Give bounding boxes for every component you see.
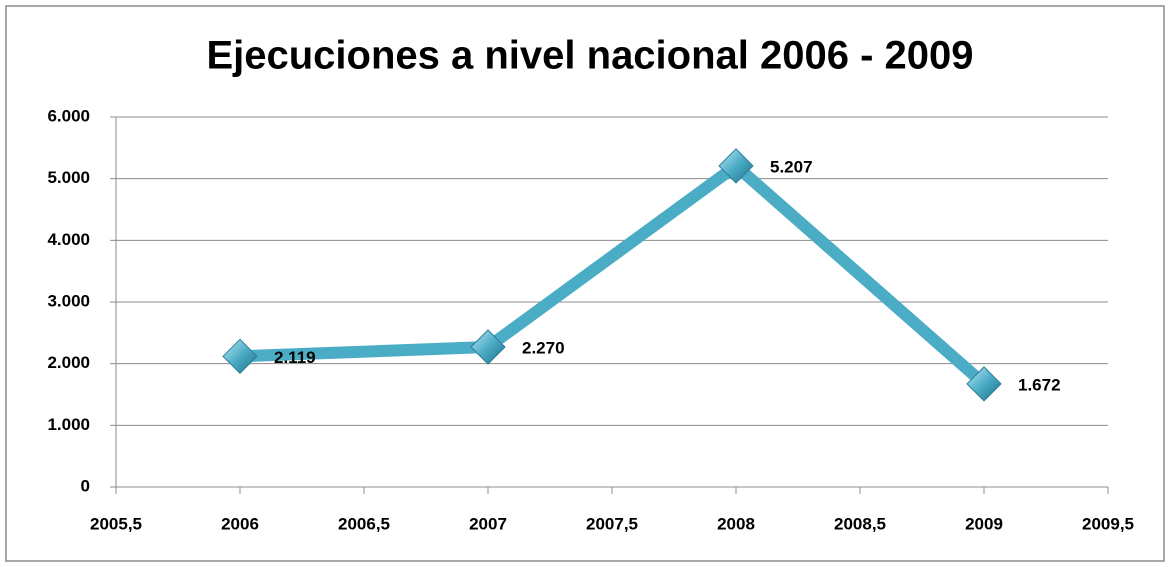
x-tick-label: 2006,5 [338,514,390,533]
data-label: 5.207 [770,157,813,176]
data-label: 2.270 [522,339,565,358]
y-tick-label: 5.000 [47,168,90,187]
marker [718,148,754,184]
y-tick-label: 3.000 [47,291,90,310]
x-tick-label: 2006 [221,514,259,533]
x-tick-label: 2009,5 [1082,514,1134,533]
marker [470,329,506,365]
x-tick-label: 2005,5 [90,514,142,533]
y-tick-label: 1.000 [47,415,90,434]
y-tick-label: 6.000 [47,106,90,125]
x-tick-label: 2008,5 [834,514,886,533]
line [239,159,988,389]
data-label: 2.119 [274,348,316,367]
x-tick-label: 2009 [965,514,1003,533]
y-tick-label: 4.000 [47,230,90,249]
data-label: 1.672 [1018,375,1061,394]
chart-title: Ejecuciones a nivel nacional 2006 - 2009 [206,34,973,78]
x-tick-label: 2008 [717,514,755,533]
marker [222,338,258,375]
x-tick-label: 2007 [469,514,507,533]
x-tick-label: 2007,5 [586,514,638,533]
y-tick-label: 0 [81,476,90,495]
y-tick-label: 2.000 [47,353,90,372]
marker [966,366,1002,402]
